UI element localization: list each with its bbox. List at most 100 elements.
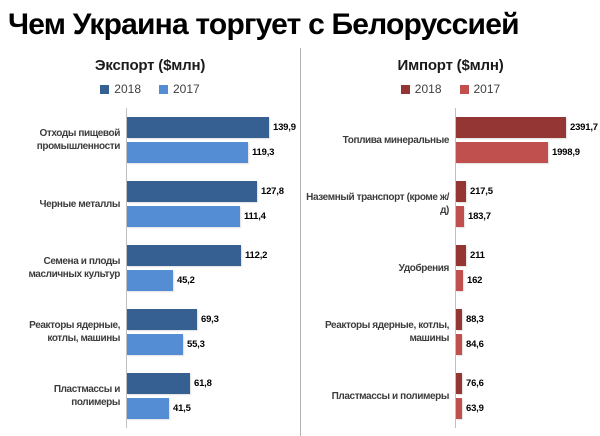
page-title: Чем Украина торгует с Белоруссией [8,8,520,41]
value-label: 112,2 [245,250,268,261]
import-plot: Топлива минеральные 2391,7 1998,9 Наземный … [301,108,600,428]
bar-line-2017: 119,3 [127,140,300,165]
legend-label: 2017 [473,82,501,96]
value-label: 69,3 [201,314,219,325]
category-label: Черные металлы [39,198,120,210]
bar-2018 [127,117,269,138]
export-chart: Экспорт ($млн) 2018 2017 Отходы пищевой п… [0,48,300,436]
bar-line-2017: 55,3 [127,332,300,357]
bar-2017 [456,398,462,419]
category-label: Семена и плоды масличных культур [28,256,120,280]
legend-marker-2018 [100,84,110,94]
category-group: Пластмассы и полимеры 61,8 41,5 [0,364,300,428]
bar-line-2017: 41,5 [127,396,300,421]
bar-line-2017: 84,6 [456,332,600,357]
category-group: Семена и плоды масличных культур 112,2 45,… [0,236,300,300]
bars-area: 211 162 [455,236,600,300]
bar-2018 [456,181,466,202]
bar-line-2018: 217,5 [456,179,600,204]
category-group: Удобрения 211 162 [301,236,600,300]
value-label: 183,7 [468,211,491,222]
bar-line-2018: 88,3 [456,307,600,332]
bar-2017 [456,142,548,163]
category-label: Удобрения [398,262,450,274]
value-label: 211 [470,250,485,261]
value-label: 55,3 [187,339,205,350]
bars-area: 217,5 183,7 [455,172,600,236]
legend-marker-2017 [459,84,469,94]
category-label: Наземный транспорт (кроме ж/д) [306,192,449,216]
bars-area: 88,3 84,6 [455,300,600,364]
bar-line-2017: 111,4 [127,204,300,229]
bar-line-2018: 76,6 [456,371,600,396]
legend-label: 2018 [114,82,141,96]
bar-line-2017: 162 [456,268,600,293]
value-label: 41,5 [173,403,191,414]
category-group: Топлива минеральные 2391,7 1998,9 [301,108,600,172]
legend-item-2018: 2018 [400,82,442,96]
bar-line-2018: 69,3 [127,307,300,332]
bar-2017 [456,270,463,291]
legend-item-2018: 2018 [100,82,141,96]
bars-area: 69,3 55,3 [126,300,300,364]
value-label: 111,4 [244,211,266,222]
legend-marker-2018 [400,84,410,94]
import-legend: 2018 2017 [301,78,600,100]
bars-area: 139,9 119,3 [126,108,300,172]
bar-2018 [127,181,257,202]
category-group: Наземный транспорт (кроме ж/д) 217,5 183,7 [301,172,600,236]
charts-container: Экспорт ($млн) 2018 2017 Отходы пищевой п… [0,48,600,436]
bar-line-2018: 2391,7 [456,115,600,140]
category-group: Отходы пищевой промышленности 139,9 119,3 [0,108,300,172]
bar-2018 [456,373,462,394]
bar-2018 [127,373,190,394]
bar-line-2017: 45,2 [127,268,300,293]
category-label: Пластмассы и полимеры [53,384,121,408]
bar-line-2018: 139,9 [127,115,300,140]
value-label: 119,3 [252,147,275,158]
import-chart: Импорт ($млн) 2018 2017 Топлива минеральн… [300,48,600,436]
value-label: 88,3 [466,314,484,325]
value-label: 2391,7 [570,122,598,133]
bar-2017 [127,334,183,355]
bar-2018 [127,309,197,330]
category-group: Пластмассы и полимеры 76,6 63,9 [301,364,600,428]
bar-2017 [127,142,248,163]
bars-area: 112,2 45,2 [126,236,300,300]
category-label: Топлива минеральные [342,134,450,146]
value-label: 76,6 [466,378,484,389]
bars-area: 127,8 111,4 [126,172,300,236]
bars-area: 61,8 41,5 [126,364,300,428]
bar-line-2018: 112,2 [127,243,300,268]
value-label: 217,5 [470,186,493,197]
bars-area: 2391,7 1998,9 [455,108,600,172]
category-label: Отходы пищевой промышленности [36,128,121,152]
bar-2017 [127,398,169,419]
bar-line-2017: 1998,9 [456,140,600,165]
legend-label: 2017 [173,82,200,96]
bar-line-2017: 183,7 [456,204,600,229]
bar-2017 [127,206,240,227]
export-chart-title: Экспорт ($млн) [94,57,206,74]
value-label: 139,9 [273,122,296,133]
export-plot: Отходы пищевой промышленности 139,9 119,3 Ч… [0,108,300,428]
value-label: 63,9 [466,403,484,414]
legend-item-2017: 2017 [159,82,200,96]
category-label: Пластмассы и полимеры [331,390,450,402]
bar-line-2018: 127,8 [127,179,300,204]
bar-line-2017: 63,9 [456,396,600,421]
bar-2018 [456,245,466,266]
category-label: Реакторы ядерные, котлы, машины [325,320,449,344]
category-group: Реакторы ядерные, котлы, машины 69,3 55,3 [0,300,300,364]
legend-label: 2018 [414,82,442,96]
category-group: Черные металлы 127,8 111,4 [0,172,300,236]
value-label: 1998,9 [552,147,580,158]
category-group: Реакторы ядерные, котлы, машины 88,3 84,6 [301,300,600,364]
bar-2017 [456,206,464,227]
bar-2018 [127,245,241,266]
export-legend: 2018 2017 [0,78,300,100]
bar-2018 [456,117,566,138]
value-label: 61,8 [194,378,212,389]
value-label: 127,8 [261,186,284,197]
